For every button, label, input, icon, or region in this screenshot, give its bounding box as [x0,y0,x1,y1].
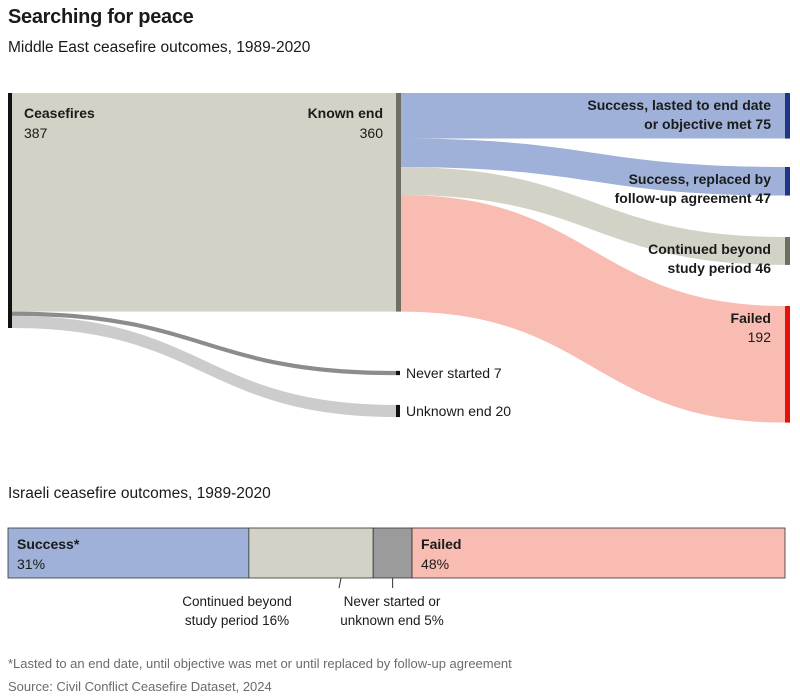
bar-segment-2 [248,527,374,579]
node-outcome-3-bar [785,237,790,265]
bar-segment-2-label: study period 16% [185,613,289,628]
bar-subtitle: Israeli ceasefire outcomes, 1989-2020 [8,485,271,502]
node-outcome-1-bar [785,93,790,139]
known-end-value: 360 [360,125,384,141]
node-outcome-2-label: follow-up agreement 47 [615,190,772,206]
ceasefires-node-bar [8,93,12,328]
bar-segment-4-value: 48% [421,556,449,572]
footnote: *Lasted to an end date, until objective … [8,656,512,671]
node-outcome-4-label: Failed [731,310,771,326]
node-unknown-end-bar [396,404,400,418]
link-outcome-1 [401,93,785,139]
bar-segment-1 [7,527,250,579]
ceasefires-node-block [8,93,396,312]
known-end-label: Known end [308,105,383,121]
node-outcome-4-label: 192 [748,329,772,345]
chart-title: Searching for peace [8,6,194,28]
source-note: Source: Civil Conflict Ceasefire Dataset… [8,679,272,694]
bar-segment-3-label: unknown end 5% [340,613,444,628]
link-outcome-4 [401,195,785,423]
node-outcome-4-bar [785,306,790,423]
node-outcome-2-bar [785,167,790,196]
ceasefires-label: Ceasefires [24,105,95,121]
node-never-started-bar [396,370,400,376]
bar-segment-4 [411,527,786,579]
known-end-node-bar [396,93,401,312]
node-outcome-1-label: Success, lasted to end date [587,97,771,113]
bar-segment-3 [372,527,413,579]
bar-segment-4-label: Failed [421,536,461,552]
node-unknown-end-label: Unknown end 20 [406,403,511,419]
bar-segment-2-label: Continued beyond [182,594,292,609]
bar-segment-3-label: Never started or [344,594,441,609]
ceasefires-value: 387 [24,125,48,141]
node-outcome-3-label: study period 46 [668,260,772,276]
bar-segment-1-value: 31% [17,556,45,572]
node-outcome-2-label: Success, replaced by [629,171,772,187]
sankey-subtitle: Middle East ceasefire outcomes, 1989-202… [8,39,311,56]
bar-segment-2-leader [338,577,342,589]
link-never-started [12,311,396,376]
link-outcome-2 [401,138,785,196]
bar-segment-1-label: Success* [17,536,80,552]
node-never-started-label: Never started 7 [406,365,502,381]
node-outcome-1-label: or objective met 75 [644,116,771,132]
link-unknown-end [12,315,396,418]
link-outcome-3 [401,167,785,265]
node-outcome-3-label: Continued beyond [648,241,771,257]
